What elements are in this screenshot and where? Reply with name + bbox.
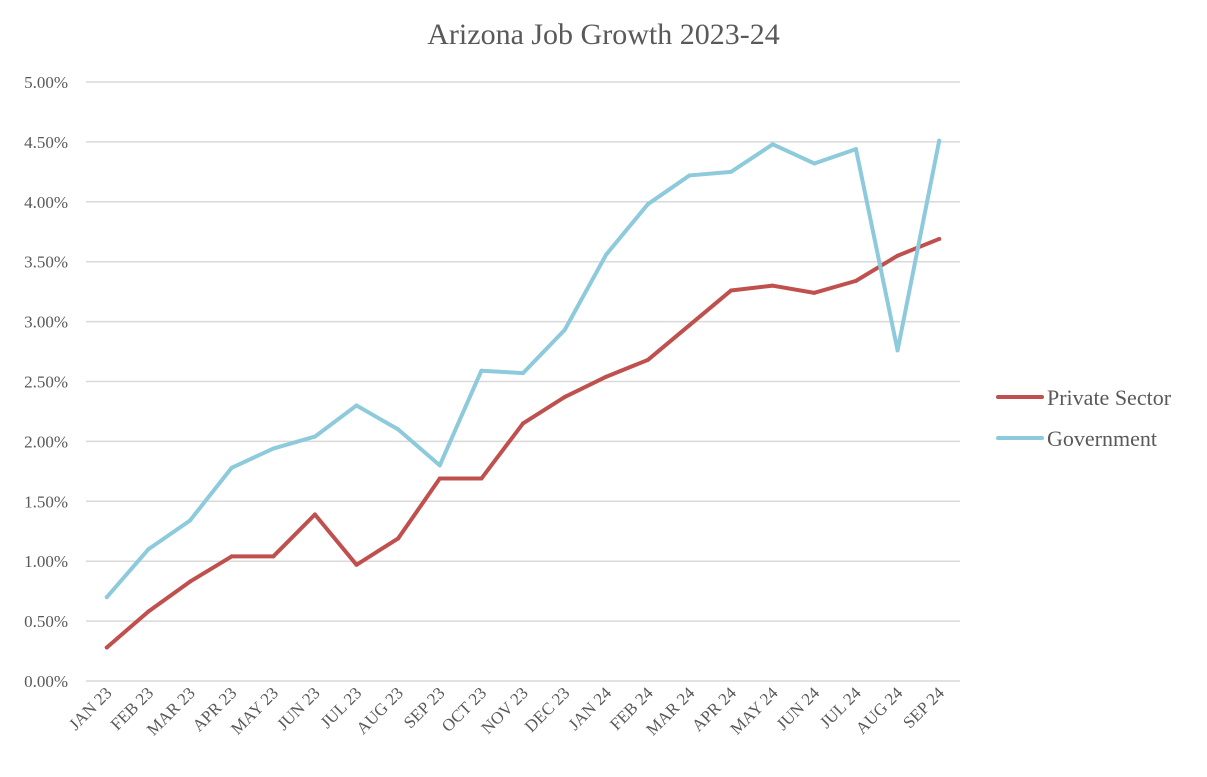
data-point (770, 283, 775, 288)
y-tick-label: 3.00% (24, 313, 68, 332)
data-point (562, 327, 567, 332)
y-tick-label: 1.50% (24, 492, 68, 511)
data-point (521, 421, 525, 426)
y-tick-label: 4.50% (24, 133, 68, 152)
data-point (895, 253, 900, 258)
series-line-private-sector (104, 236, 942, 650)
data-point (396, 427, 401, 432)
data-point (687, 173, 692, 178)
x-tick-label: MAY 24 (727, 683, 782, 738)
series-line-government (104, 138, 942, 600)
data-point (188, 518, 193, 523)
data-point (853, 147, 858, 152)
legend-label: Private Sector (1047, 385, 1172, 410)
data-point (188, 579, 193, 584)
data-point (604, 252, 609, 257)
x-tick-label: MAY 23 (227, 683, 282, 738)
data-point (645, 357, 650, 362)
data-point (562, 395, 567, 400)
data-point (937, 236, 942, 241)
data-point (396, 536, 401, 541)
data-point (437, 476, 442, 481)
data-point (354, 403, 359, 408)
y-tick-label: 5.00% (24, 73, 68, 92)
y-tick-label: 0.00% (24, 672, 68, 691)
x-tick-label: JUN 23 (273, 683, 324, 734)
data-point (853, 278, 858, 283)
data-point (229, 554, 234, 559)
data-point (312, 512, 317, 517)
data-point (687, 323, 692, 328)
y-tick-label: 2.50% (24, 373, 68, 392)
x-tick-label: AUG 23 (352, 683, 407, 738)
data-point (312, 434, 317, 439)
data-point (479, 368, 484, 373)
data-point (146, 609, 151, 614)
data-point (104, 645, 109, 650)
chart-title: Arizona Job Growth 2023-24 (427, 18, 780, 51)
data-point (437, 463, 442, 468)
y-tick-label: 1.00% (24, 552, 68, 571)
data-point (645, 202, 650, 207)
data-point (812, 290, 817, 295)
data-point (229, 465, 234, 470)
data-point (479, 476, 484, 481)
data-point (521, 371, 525, 376)
data-point (895, 348, 900, 353)
y-tick-label: 4.00% (24, 193, 68, 212)
data-point (729, 169, 734, 174)
data-point (770, 142, 775, 147)
x-tick-label: JUN 24 (773, 683, 824, 734)
data-point (937, 138, 942, 143)
x-tick-label: JAN 24 (565, 683, 616, 734)
x-tick-label: JAN 23 (65, 683, 116, 734)
legend-label: Government (1047, 426, 1157, 451)
y-tick-label: 2.00% (24, 432, 68, 451)
x-tick-label: SEP 24 (899, 683, 948, 732)
x-tick-label: DEC 23 (521, 683, 574, 736)
data-point (146, 547, 151, 552)
data-point (354, 562, 359, 567)
x-tick-label: NOV 23 (478, 683, 532, 737)
data-point (604, 374, 609, 379)
data-point (729, 288, 734, 293)
y-tick-label: 3.50% (24, 253, 68, 272)
data-point (271, 554, 276, 559)
data-point (104, 595, 109, 600)
x-tick-label: AUG 24 (852, 683, 907, 738)
y-tick-label: 0.50% (24, 612, 68, 631)
data-point (812, 161, 817, 166)
data-point (271, 446, 276, 451)
